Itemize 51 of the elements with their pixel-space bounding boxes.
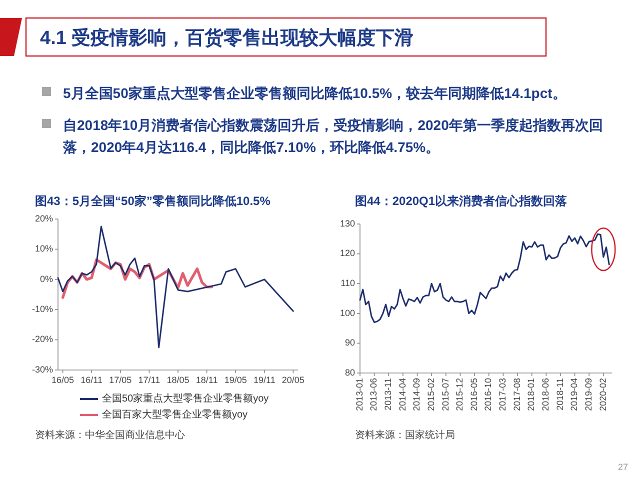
x-tick-label: 2014-04 xyxy=(397,378,408,412)
x-tick-label: 19/05 xyxy=(224,375,247,385)
x-tick-label: 16/05 xyxy=(52,375,74,385)
y-tick-label: -20% xyxy=(32,334,53,344)
legend-label: 全国50家重点大型零售企业零售额yoy xyxy=(102,392,269,405)
x-tick-label: 2019-09 xyxy=(583,378,594,412)
y-tick-label: 10% xyxy=(34,244,53,254)
x-tick-label: 2014-09 xyxy=(412,378,422,412)
y-tick-label: 0% xyxy=(40,274,53,284)
x-tick-label: 2018-11 xyxy=(554,378,565,410)
text: 27 xyxy=(618,462,628,472)
x-tick-label: 17/05 xyxy=(109,375,132,385)
line-series xyxy=(359,233,610,324)
x-tick-label: 2017-08 xyxy=(512,378,522,412)
x-tick-label: 17/11 xyxy=(138,375,160,385)
x-tick-label: 16/11 xyxy=(80,375,103,385)
line-series xyxy=(57,226,294,348)
y-tick-label: 90 xyxy=(344,338,355,348)
x-tick-label: 2015-02 xyxy=(426,378,436,412)
x-tick-label: 2018-01 xyxy=(526,378,536,412)
text: 资料来源：国家统计局 xyxy=(355,429,455,441)
y-tick-label: -10% xyxy=(32,304,53,314)
text: 资料来源：中华全国商业信息中心 xyxy=(35,429,185,441)
y-tick-label: 130 xyxy=(340,218,355,228)
legend-label: 全国百家大型零售企业零售额yoy xyxy=(102,408,248,421)
x-tick-label: 18/05 xyxy=(166,375,190,385)
chart-title: 图44：2020Q1以来消费者信心指数回落 xyxy=(355,194,568,208)
x-tick-label: 2018-06 xyxy=(540,378,551,412)
x-tick-label: 2020-02 xyxy=(598,378,608,412)
text: 5月全国50家重点大型零售企业零售额同比降低10.5%，较去年同期降低14.1pct。 xyxy=(63,84,566,103)
x-tick-label: 2015-07 xyxy=(440,378,450,412)
y-tick-label: 120 xyxy=(340,248,355,258)
x-tick-label: 2015-12 xyxy=(454,378,465,412)
x-tick-label: 2019-04 xyxy=(569,378,580,412)
x-tick-label: 18/11 xyxy=(196,375,218,385)
y-tick-label: -30% xyxy=(32,364,53,374)
x-tick-label: 2013-11 xyxy=(383,378,394,410)
x-tick-label: 2013-06 xyxy=(368,378,379,412)
x-tick-label: 2013-01 xyxy=(354,378,364,412)
text: 4.1 受疫情影响，百货零售出现较大幅度下滑 xyxy=(40,27,414,49)
y-tick-label: 110 xyxy=(340,278,355,288)
y-tick-label: 80 xyxy=(344,367,355,378)
chart-title: 图43：5月全国“50家”零售额同比降低10.5% xyxy=(35,194,271,208)
y-tick-label: 100 xyxy=(340,308,355,318)
x-tick-label: 19/11 xyxy=(253,375,276,385)
text: 自2018年10月消费者信心指数震荡回升后，受疫情影响，2020年第一季度起指数再次回落，2020年4月达116.4，同比降低7.10%，环比降低4.75%。 xyxy=(63,116,604,157)
x-tick-label: 2016-05 xyxy=(468,378,479,412)
x-tick-label: 2017-03 xyxy=(498,378,508,412)
x-tick-label: 20/05 xyxy=(282,375,304,385)
y-tick-label: 20% xyxy=(34,213,53,224)
x-tick-label: 2016-10 xyxy=(483,378,494,412)
